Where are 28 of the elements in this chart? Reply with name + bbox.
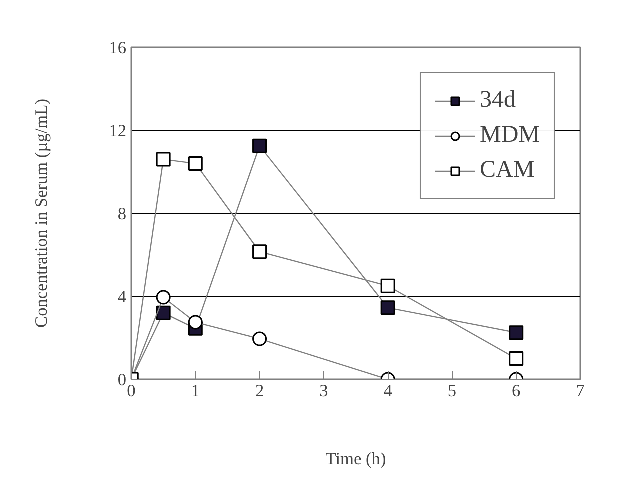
point <box>252 332 268 346</box>
x-tick-label: 3 <box>320 382 328 400</box>
point <box>156 152 171 167</box>
x-tick-label: 2 <box>255 382 264 400</box>
legend-label: 34d <box>480 87 516 114</box>
x-tick-label: 4 <box>384 382 393 400</box>
point <box>156 290 171 305</box>
point <box>509 352 524 366</box>
x-axis-title: Time (h) <box>326 450 386 468</box>
y-tick-label: 12 <box>109 122 126 140</box>
x-tick-label: 7 <box>576 382 586 400</box>
point <box>252 138 268 154</box>
x-tick-label: 1 <box>191 382 200 400</box>
y-axis-title: Concentration in Serum (µg/mL) <box>32 98 52 328</box>
point <box>188 156 203 171</box>
legend-label: MDM <box>480 122 540 149</box>
legend-label: CAM <box>480 157 535 184</box>
y-tick-label: 16 <box>109 38 127 58</box>
point <box>252 244 268 260</box>
x-tick-label: 5 <box>448 382 457 400</box>
point <box>188 315 203 330</box>
y-tick-label: 4 <box>118 288 127 306</box>
y-tick-label: 8 <box>118 204 127 224</box>
point <box>380 278 396 294</box>
x-tick-label: 6 <box>512 382 522 400</box>
point <box>380 300 396 316</box>
point <box>509 326 524 340</box>
point <box>156 306 171 320</box>
